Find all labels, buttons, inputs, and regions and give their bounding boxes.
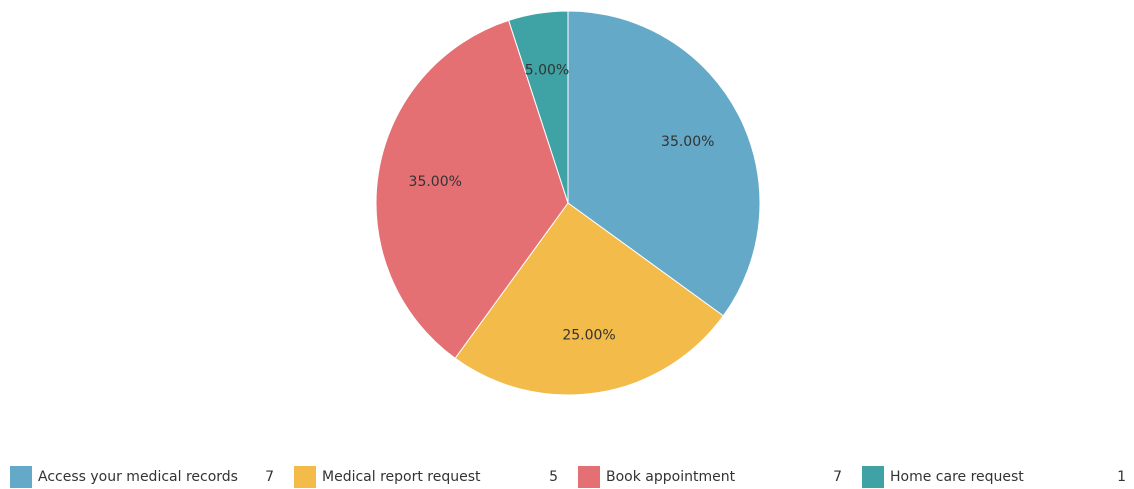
legend-swatch (862, 466, 884, 488)
slice-label: 5.00% (525, 62, 569, 78)
legend-count: 7 (265, 469, 274, 485)
pie-slice (508, 10, 569, 204)
slice-label: 35.00% (409, 174, 462, 190)
legend-swatch (294, 466, 316, 488)
legend-count: 7 (833, 469, 842, 485)
legend-swatch (578, 466, 600, 488)
slice-label: 25.00% (562, 328, 615, 344)
legend-label: Book appointment (606, 469, 736, 485)
slice-label: 35.00% (661, 134, 714, 150)
legend-count: 1 (1117, 469, 1126, 485)
legend-count: 5 (549, 469, 558, 485)
legend-swatch (10, 466, 32, 488)
pie-slice (454, 202, 725, 396)
legend-label: Medical report request (322, 469, 481, 485)
legend-label: Access your medical records (38, 469, 238, 485)
legend-label: Home care request (890, 469, 1024, 485)
pie-slice (567, 10, 761, 317)
pie-slice (375, 19, 569, 360)
